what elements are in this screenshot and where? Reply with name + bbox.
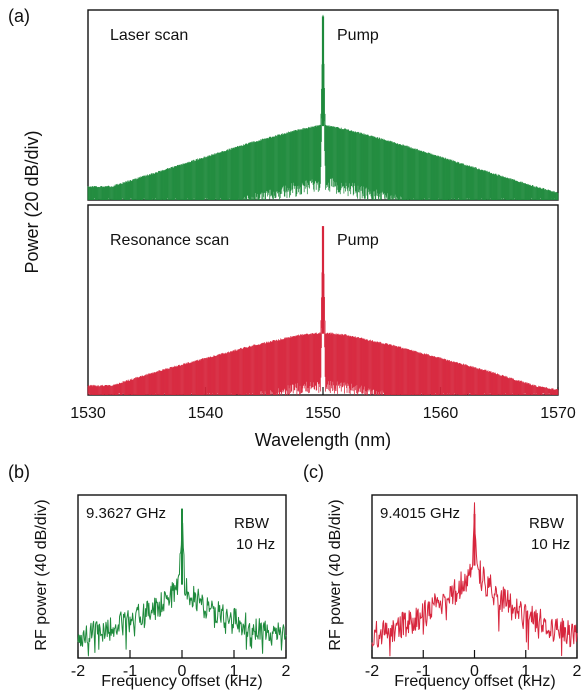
panel-a-bottom-annotation-pump: Pump xyxy=(337,232,379,249)
panel-c-label-3: 1 xyxy=(521,663,530,680)
panel-a-top-annotation-laser: Laser scan xyxy=(110,27,188,44)
panel-a-label-2: 1550 xyxy=(305,405,341,422)
panel-b-xlabel: Frequency offset (kHz) xyxy=(101,673,263,690)
panel-b: 9.3627 GHz RBW 10 Hz RF power (40 dB/div… xyxy=(33,494,291,690)
panel-a-bottom-annotation-resonance: Resonance scan xyxy=(110,232,229,249)
panel-b-annotation-rbw-value: 10 Hz xyxy=(236,536,275,553)
panel-a-label-4: 1570 xyxy=(540,405,576,422)
panel-label-a: (a) xyxy=(8,6,30,26)
panel-c-ylabel: RF power (40 dB/div) xyxy=(327,499,344,650)
trace-a-top-group xyxy=(87,14,559,200)
panel-c: 9.4015 GHz RBW 10 Hz RF power (40 dB/div… xyxy=(327,494,582,690)
panel-label-c: (c) xyxy=(303,462,324,482)
trace-c-group xyxy=(371,502,578,657)
panel-a-ylabel: Power (20 dB/div) xyxy=(22,130,42,273)
panel-c-xlabel: Frequency offset (kHz) xyxy=(394,673,556,690)
trace-a-bottom-group xyxy=(87,225,559,395)
panel-c-label-2: 0 xyxy=(470,663,479,680)
panel-b-label-4: 2 xyxy=(282,663,291,680)
panel-a-top-frame xyxy=(87,9,559,201)
panel-b-label-0: -2 xyxy=(71,663,85,680)
panel-a-label-1: 1540 xyxy=(188,405,224,422)
panel-b-annotation-rbw: RBW xyxy=(234,515,270,532)
panel-c-xticks: -2 -1 0 1 2 xyxy=(365,650,582,680)
panel-a-label-0: 1530 xyxy=(70,405,106,422)
panel-b-annotation-frequency: 9.3627 GHz xyxy=(86,505,166,522)
panel-c-label-4: 2 xyxy=(573,663,582,680)
panel-label-b: (b) xyxy=(8,462,30,482)
panel-a-xlabel: Wavelength (nm) xyxy=(255,430,391,450)
panel-c-label-1: -1 xyxy=(416,663,430,680)
panel-b-ylabel: RF power (40 dB/div) xyxy=(33,499,50,650)
trace-c-line xyxy=(371,502,578,657)
panel-a-top-annotation-pump: Pump xyxy=(337,27,379,44)
panel-c-label-0: -2 xyxy=(365,663,379,680)
panel-c-annotation-rbw: RBW xyxy=(529,515,565,532)
panel-b-label-2: 0 xyxy=(178,663,187,680)
panel-c-annotation-rbw-value: 10 Hz xyxy=(531,536,570,553)
panel-a-label-3: 1560 xyxy=(423,405,459,422)
trace-b-group xyxy=(77,508,287,657)
panel-b-label-1: -1 xyxy=(123,663,137,680)
panel-a-top: Laser scan Pump xyxy=(87,9,559,201)
panel-b-label-3: 1 xyxy=(230,663,239,680)
panel-c-annotation-frequency: 9.4015 GHz xyxy=(380,505,460,522)
panel-b-xticks: -2 -1 0 1 2 xyxy=(71,650,291,680)
